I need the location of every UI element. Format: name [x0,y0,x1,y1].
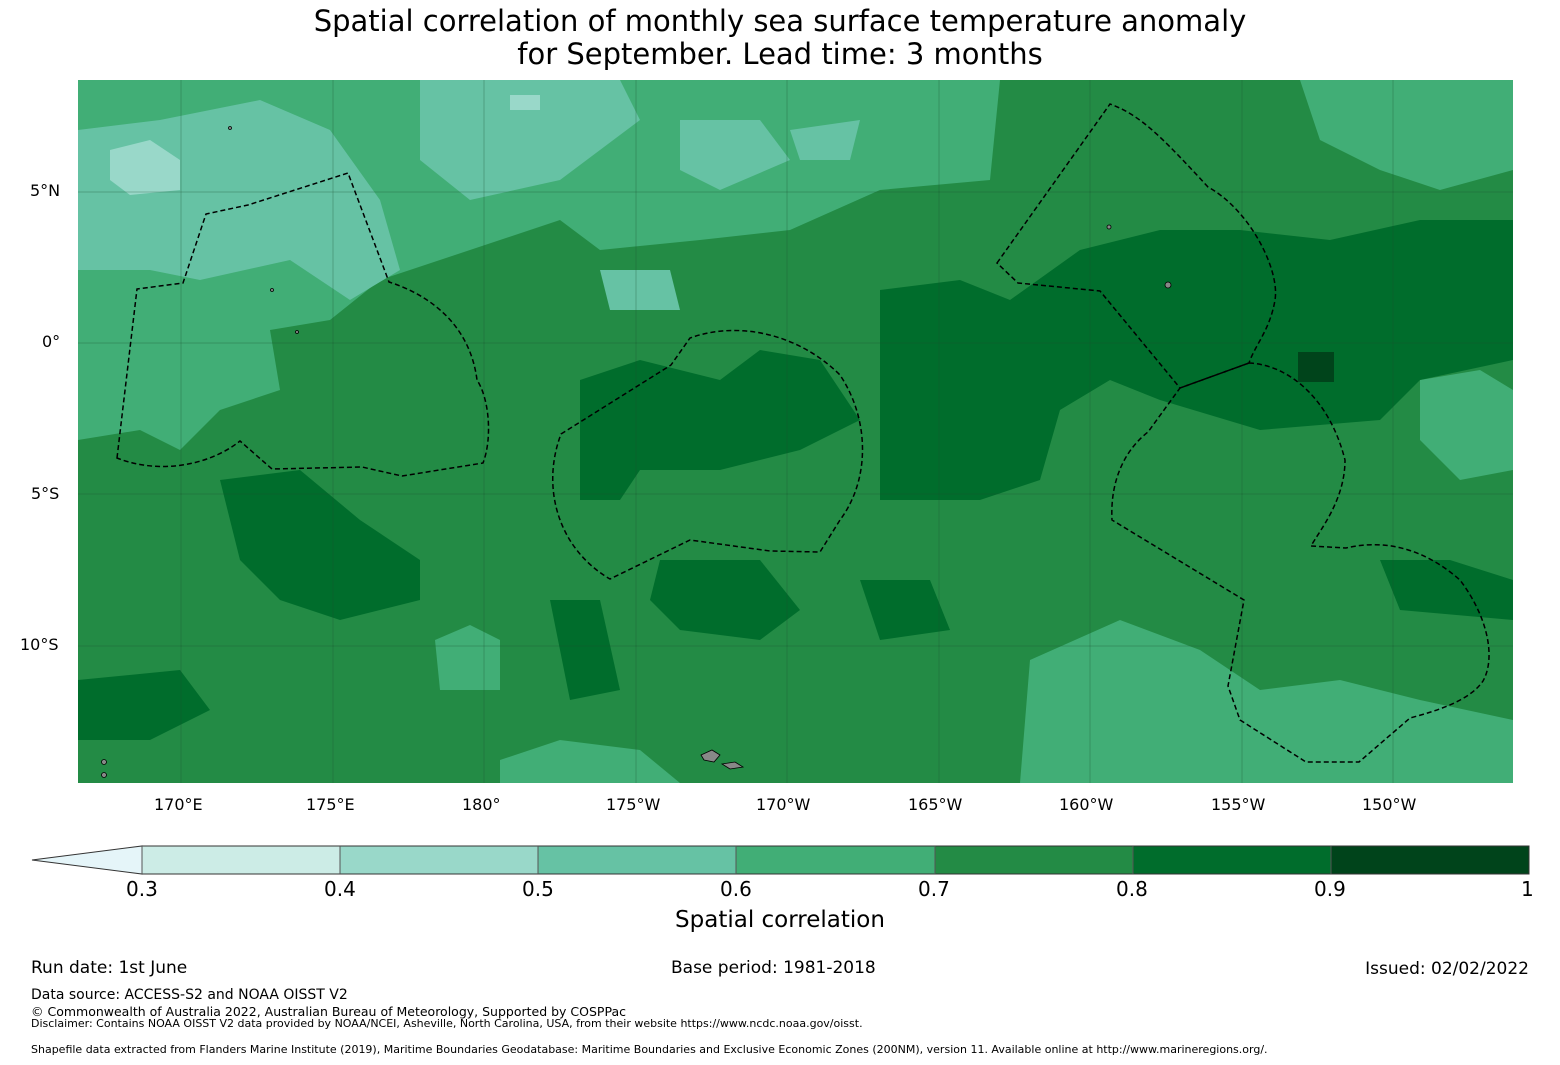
eez-boundaries [116,103,1490,763]
field-0.5-0.6-nc2 [790,120,860,160]
island-samoa-b [720,761,745,770]
colorbar [31,845,1530,875]
colorbar-label: Spatial correlation [675,907,885,933]
field-0.5-0.6-nw [420,80,640,200]
colorbar-bin-0.8-0.9 [1133,846,1331,874]
colorbar-bin-0.9-1 [1331,846,1529,874]
colorbar-tick-0.3: 0.3 [126,877,158,901]
colorbar-bin-0.4-0.5 [340,846,538,874]
lon-label-170w: 170°W [756,795,811,814]
field-0.8-0.9-s3 [550,600,620,700]
field-0.6-0.7-e [1420,370,1513,480]
island-dot-g [228,126,232,130]
island-samoa-a [700,749,721,763]
island-dot-d [101,772,107,778]
field-0.5-0.6-patch [600,270,680,310]
colorbar-tick-0.4: 0.4 [324,877,356,901]
eez-boundary-western [116,172,490,477]
field-0.6-0.7-se [1020,620,1513,783]
field-0.8-0.9-central [580,350,860,500]
base-period: Base period: 1981-2018 [671,958,876,978]
island-dot-b [1106,224,1112,230]
island-dot-c [101,759,107,765]
colorbar-tick-0.9: 0.9 [1314,877,1346,901]
field-0.8-0.9-sw [220,470,420,620]
lon-label-165w: 165°W [908,795,963,814]
map-title-line2: for September. Lead time: 3 months [517,37,1043,71]
lon-label-160w: 160°W [1059,795,1114,814]
colorbar-bin-0.7-0.8 [935,846,1133,874]
colorbar-bin-0.5-0.6 [538,846,736,874]
shapefile-credit: Shapefile data extracted from Flanders M… [31,1043,1268,1056]
field-0.8-0.9-sc [650,560,800,640]
island-dot-e [270,288,274,292]
field-0.6-0.7-s [500,740,680,783]
lon-label-180: 180° [462,795,501,814]
colorbar-tick-1: 1 [1521,877,1534,901]
lon-label-175e: 175°E [306,795,355,814]
run-date: Run date: 1st June [31,958,188,978]
field-0.8-0.9-east [880,220,1513,500]
lat-label-0: 0° [42,332,61,351]
data-source: Data source: ACCESS-S2 and NOAA OISST V2 [31,987,348,1003]
islands [101,126,1172,778]
correlation-field [78,80,1513,783]
island-dot-a [1164,281,1172,289]
field-0.9-1 [1298,352,1334,382]
lon-label-155w: 155°W [1211,795,1266,814]
lon-label-170e: 170°E [154,795,203,814]
colorbar-tick-0.8: 0.8 [1116,877,1148,901]
field-0.8-0.9-sw2 [78,670,210,740]
field-0.8-0.9-s2 [860,580,950,640]
field-0.4-0.5-a [110,140,180,195]
eez-boundary-central [552,329,864,580]
lon-label-150w: 150°W [1362,795,1417,814]
lat-label-5s: 5°S [31,484,60,503]
colorbar-extend-min [31,845,143,875]
island-dot-f [295,330,299,334]
map-title-line1: Spatial correlation of monthly sea surfa… [313,4,1247,38]
gridlines [78,80,1513,783]
disclaimer: Disclaimer: Contains NOAA OISST V2 data … [31,1017,863,1030]
field-0.4-0.5-b [510,95,540,110]
colorbar-bin-0.3-0.4 [142,846,340,874]
field-0.6-0.7-ne [1300,80,1513,190]
lat-label-10s: 10°S [20,635,59,654]
colorbar-tick-0.6: 0.6 [720,877,752,901]
issued-date: Issued: 02/02/2022 [1365,959,1529,979]
colorbar-bin-0.6-0.7 [736,846,935,874]
colorbar-tick-0.7: 0.7 [918,877,950,901]
colorbar-tick-0.5: 0.5 [522,877,554,901]
lat-label-5n: 5°N [30,181,61,200]
eez-boundary-eastern-north [996,103,1277,389]
eez-boundary-eastern-south [1111,362,1490,763]
field-0.8-0.9-se [1380,560,1513,620]
field-0.5-0.6-nc [680,120,790,190]
lon-label-175w: 175°W [606,795,661,814]
copyright: © Commonwealth of Australia 2022, Austra… [31,1004,626,1019]
